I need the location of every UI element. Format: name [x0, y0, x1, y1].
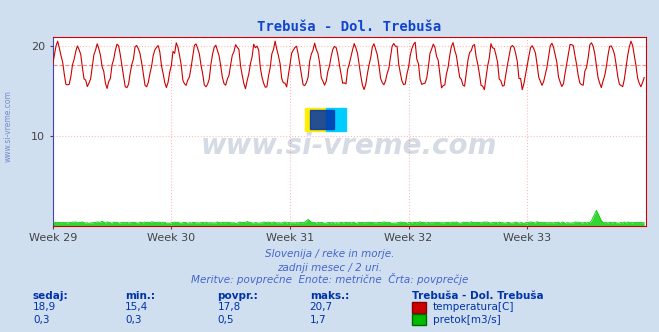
Bar: [310, 110, 334, 129]
Text: www.si-vreme.com: www.si-vreme.com: [201, 132, 498, 160]
Text: zadnji mesec / 2 uri.: zadnji mesec / 2 uri.: [277, 263, 382, 273]
Text: Slovenija / reke in morje.: Slovenija / reke in morje.: [265, 249, 394, 259]
Text: 0,3: 0,3: [125, 315, 142, 325]
Text: sedaj:: sedaj:: [33, 291, 69, 301]
Text: 17,8: 17,8: [217, 302, 241, 312]
Title: Trebuša - Dol. Trebuša: Trebuša - Dol. Trebuša: [257, 20, 442, 34]
Text: 0,3: 0,3: [33, 315, 49, 325]
Text: www.si-vreme.com: www.si-vreme.com: [4, 90, 13, 162]
Text: povpr.:: povpr.:: [217, 291, 258, 301]
Text: 1,7: 1,7: [310, 315, 326, 325]
Text: 15,4: 15,4: [125, 302, 148, 312]
Text: maks.:: maks.:: [310, 291, 349, 301]
Text: 18,9: 18,9: [33, 302, 56, 312]
Text: 0,5: 0,5: [217, 315, 234, 325]
Text: Meritve: povprečne  Enote: metrične  Črta: povprečje: Meritve: povprečne Enote: metrične Črta:…: [191, 273, 468, 285]
Text: Trebuša - Dol. Trebuša: Trebuša - Dol. Trebuša: [412, 291, 544, 301]
Text: temperatura[C]: temperatura[C]: [433, 302, 515, 312]
Text: min.:: min.:: [125, 291, 156, 301]
Bar: [326, 109, 347, 131]
Text: pretok[m3/s]: pretok[m3/s]: [433, 315, 501, 325]
Text: 20,7: 20,7: [310, 302, 333, 312]
Bar: [304, 109, 326, 131]
